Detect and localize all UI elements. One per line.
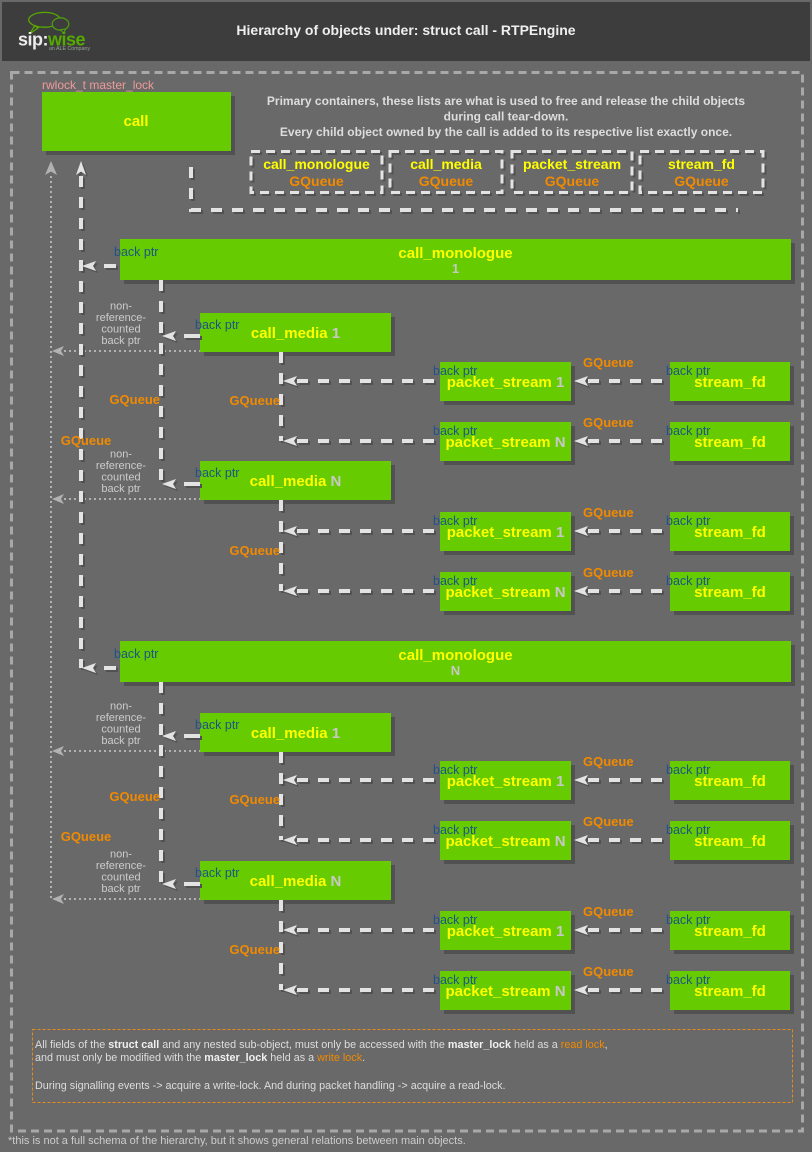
svg-text:and must only be modified with: and must only be modified with the maste… bbox=[35, 1052, 365, 1064]
svg-text:GQueue: GQueue bbox=[583, 814, 634, 829]
svg-text:packet_stream 1: packet_stream 1 bbox=[447, 374, 565, 391]
svg-text:packet_stream N: packet_stream N bbox=[445, 434, 565, 451]
svg-text:back ptr: back ptr bbox=[101, 735, 140, 747]
svg-text:rwlock_t master_lock: rwlock_t master_lock bbox=[42, 78, 155, 92]
svg-text:back ptr: back ptr bbox=[433, 424, 477, 438]
svg-text:stream_fd: stream_fd bbox=[694, 983, 766, 1000]
svg-text:call_media 1: call_media 1 bbox=[251, 325, 340, 342]
svg-text:stream_fd: stream_fd bbox=[694, 434, 766, 451]
svg-text:back ptr: back ptr bbox=[195, 466, 239, 480]
svg-text:back ptr: back ptr bbox=[433, 514, 477, 528]
svg-text:*this is not a full schema of: *this is not a full schema of the hierar… bbox=[8, 1135, 466, 1147]
svg-text:1: 1 bbox=[452, 261, 459, 276]
svg-text:GQueue: GQueue bbox=[583, 904, 634, 919]
svg-text:Hierarchy of objects under: st: Hierarchy of objects under: struct call … bbox=[236, 22, 575, 38]
svg-text:non-: non- bbox=[110, 301, 132, 313]
svg-text:GQueue: GQueue bbox=[583, 565, 634, 580]
svg-text:back ptr: back ptr bbox=[666, 574, 710, 588]
svg-text:GQueue: GQueue bbox=[229, 543, 280, 558]
svg-text:back ptr: back ptr bbox=[666, 514, 710, 528]
svg-text:back ptr: back ptr bbox=[433, 364, 477, 378]
svg-text:packet_stream 1: packet_stream 1 bbox=[447, 524, 565, 541]
svg-text:GQueue: GQueue bbox=[109, 392, 160, 407]
svg-text:sip:wise: sip:wise bbox=[18, 30, 86, 50]
svg-text:an ALE Company: an ALE Company bbox=[49, 46, 90, 52]
svg-text:stream_fd: stream_fd bbox=[694, 374, 766, 391]
svg-text:Primary containers, these list: Primary containers, these lists are what… bbox=[267, 94, 746, 108]
svg-text:counted: counted bbox=[101, 872, 140, 884]
svg-text:back ptr: back ptr bbox=[433, 574, 477, 588]
svg-text:Every child object owned by th: Every child object owned by the call is … bbox=[280, 125, 732, 139]
svg-text:call: call bbox=[123, 113, 148, 130]
svg-text:GQueue: GQueue bbox=[289, 173, 344, 189]
svg-text:packet_stream 1: packet_stream 1 bbox=[447, 923, 565, 940]
svg-text:back ptr: back ptr bbox=[666, 973, 710, 987]
svg-text:packet_stream N: packet_stream N bbox=[445, 983, 565, 1000]
svg-text:GQueue: GQueue bbox=[583, 415, 634, 430]
svg-text:GQueue: GQueue bbox=[229, 942, 280, 957]
svg-text:packet_stream N: packet_stream N bbox=[445, 584, 565, 601]
svg-text:call_media N: call_media N bbox=[250, 873, 342, 890]
svg-text:GQueue: GQueue bbox=[61, 829, 112, 844]
svg-text:During signalling events -> ac: During signalling events -> acquire a wr… bbox=[35, 1080, 506, 1092]
svg-text:call_media N: call_media N bbox=[250, 473, 342, 490]
svg-text:call_monologue: call_monologue bbox=[398, 647, 512, 664]
svg-text:reference-: reference- bbox=[96, 860, 146, 872]
svg-text:packet_stream: packet_stream bbox=[523, 156, 621, 172]
svg-text:GQueue: GQueue bbox=[229, 792, 280, 807]
svg-text:call_media: call_media bbox=[410, 156, 482, 172]
svg-text:back ptr: back ptr bbox=[101, 883, 140, 895]
svg-text:GQueue: GQueue bbox=[419, 173, 474, 189]
svg-text:GQueue: GQueue bbox=[61, 433, 112, 448]
svg-text:back ptr: back ptr bbox=[433, 823, 477, 837]
svg-text:call_media 1: call_media 1 bbox=[251, 725, 340, 742]
svg-text:back ptr: back ptr bbox=[195, 866, 239, 880]
svg-text:reference-: reference- bbox=[96, 712, 146, 724]
svg-text:non-: non- bbox=[110, 849, 132, 861]
svg-text:call_monologue: call_monologue bbox=[398, 245, 512, 262]
svg-text:GQueue: GQueue bbox=[583, 505, 634, 520]
svg-text:back ptr: back ptr bbox=[433, 973, 477, 987]
svg-text:reference-: reference- bbox=[96, 460, 146, 472]
svg-text:non-: non- bbox=[110, 701, 132, 713]
svg-text:back ptr: back ptr bbox=[666, 424, 710, 438]
svg-text:All fields of the struct call: All fields of the struct call and any ne… bbox=[35, 1039, 608, 1051]
svg-text:back ptr: back ptr bbox=[195, 318, 239, 332]
svg-text:stream_fd: stream_fd bbox=[668, 156, 735, 172]
svg-text:back ptr: back ptr bbox=[666, 364, 710, 378]
svg-text:GQueue: GQueue bbox=[229, 393, 280, 408]
svg-text:call_monologue: call_monologue bbox=[263, 156, 370, 172]
svg-text:stream_fd: stream_fd bbox=[694, 923, 766, 940]
svg-text:packet_stream N: packet_stream N bbox=[445, 833, 565, 850]
svg-text:GQueue: GQueue bbox=[583, 754, 634, 769]
svg-text:GQueue: GQueue bbox=[583, 355, 634, 370]
svg-text:GQueue: GQueue bbox=[583, 964, 634, 979]
svg-text:back ptr: back ptr bbox=[666, 823, 710, 837]
svg-text:packet_stream 1: packet_stream 1 bbox=[447, 773, 565, 790]
svg-text:back ptr: back ptr bbox=[114, 245, 158, 259]
svg-text:stream_fd: stream_fd bbox=[694, 833, 766, 850]
svg-text:back ptr: back ptr bbox=[114, 647, 158, 661]
svg-text:stream_fd: stream_fd bbox=[694, 584, 766, 601]
svg-text:back ptr: back ptr bbox=[195, 718, 239, 732]
svg-text:counted: counted bbox=[101, 324, 140, 336]
svg-text:N: N bbox=[451, 663, 460, 678]
svg-text:counted: counted bbox=[101, 724, 140, 736]
svg-text:stream_fd: stream_fd bbox=[694, 524, 766, 541]
svg-text:back ptr: back ptr bbox=[666, 913, 710, 927]
svg-text:stream_fd: stream_fd bbox=[694, 773, 766, 790]
svg-text:back ptr: back ptr bbox=[101, 335, 140, 347]
svg-text:GQueue: GQueue bbox=[545, 173, 600, 189]
svg-text:non-: non- bbox=[110, 449, 132, 461]
svg-text:GQueue: GQueue bbox=[674, 173, 729, 189]
svg-text:counted: counted bbox=[101, 472, 140, 484]
svg-text:reference-: reference- bbox=[96, 312, 146, 324]
svg-text:during call tear-down.: during call tear-down. bbox=[444, 110, 569, 124]
svg-text:back ptr: back ptr bbox=[433, 913, 477, 927]
svg-text:back ptr: back ptr bbox=[433, 763, 477, 777]
svg-text:back ptr: back ptr bbox=[101, 483, 140, 495]
svg-text:GQueue: GQueue bbox=[109, 789, 160, 804]
svg-text:back ptr: back ptr bbox=[666, 763, 710, 777]
